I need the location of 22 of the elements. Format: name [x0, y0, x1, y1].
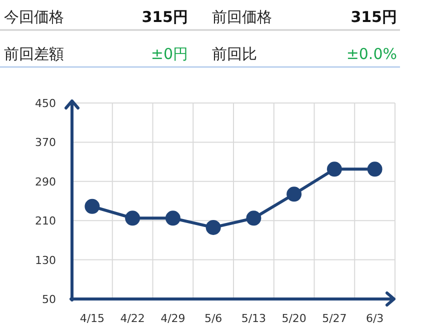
x-tick-label: 4/29 [160, 312, 186, 325]
y-tick-label: 290 [35, 175, 56, 188]
text: 315円 [142, 8, 188, 26]
text: 前回価格 [212, 8, 272, 26]
y-tick-label: 50 [42, 293, 56, 306]
text: 前回比 [212, 45, 257, 63]
text: 前回差額 [4, 45, 64, 63]
x-tick-label: 5/6 [204, 312, 222, 325]
x-tick-label: 5/27 [322, 312, 347, 325]
y-tick-label: 130 [35, 254, 56, 267]
x-tick-label: 4/22 [120, 312, 145, 325]
text: 今回価格 [4, 8, 64, 26]
y-tick-label: 450 [35, 97, 56, 110]
y-tick-label: 210 [35, 214, 56, 228]
text: 315円 [350, 8, 397, 26]
text: ±0.0% [346, 45, 397, 63]
text: ±0円 [150, 45, 188, 63]
x-tick-label: 5/13 [241, 312, 266, 325]
x-tick-label: 5/20 [282, 312, 306, 325]
x-tick-label: 4/15 [80, 312, 105, 325]
x-tick-label: 6/3 [366, 312, 384, 325]
y-tick-label: 370 [35, 136, 56, 150]
